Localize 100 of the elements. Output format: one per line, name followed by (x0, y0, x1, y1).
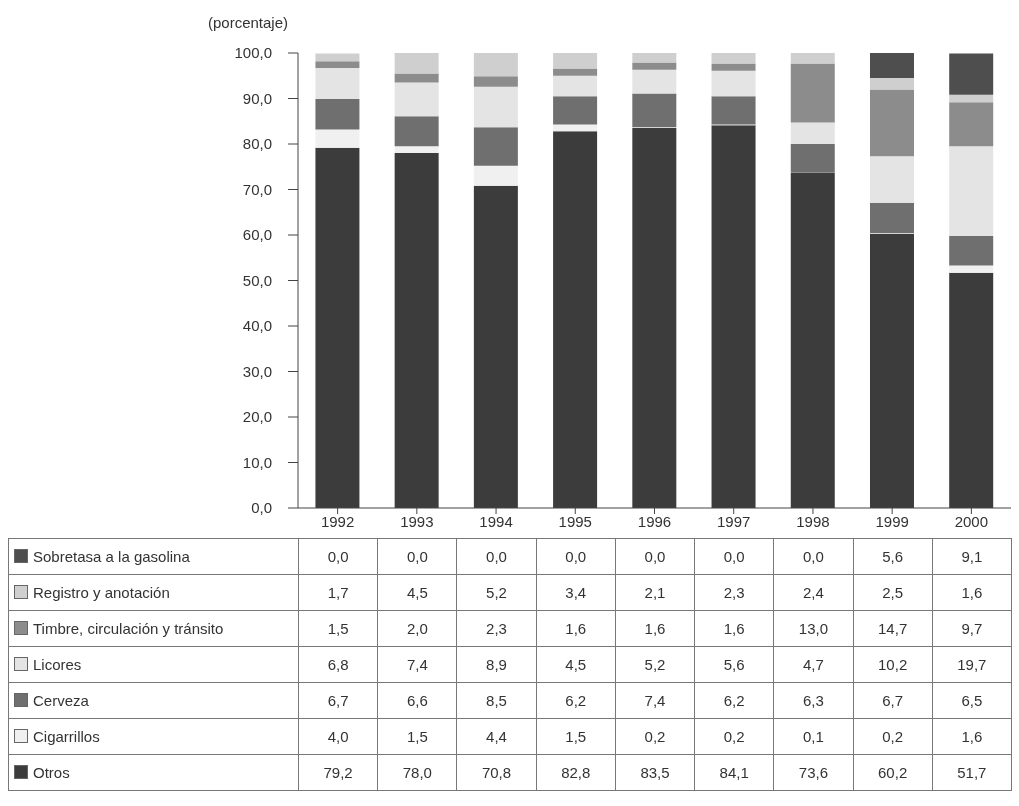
bar (949, 146, 994, 236)
data-label: 6,8 (298, 646, 378, 683)
bar (473, 165, 518, 186)
bar (790, 63, 835, 123)
data-label: 0,0 (377, 538, 457, 575)
y-tick-label: 10,0 (242, 453, 272, 471)
data-label: 60,2 (853, 754, 933, 791)
data-label: 6,3 (773, 682, 854, 719)
data-label: 2,1 (615, 574, 695, 611)
y-tick-label: 20,0 (242, 408, 272, 426)
bar (869, 89, 914, 157)
data-label: 1,6 (615, 610, 695, 647)
data-label: 8,9 (456, 646, 537, 683)
bar (473, 76, 518, 87)
data-label: 51,7 (932, 754, 1012, 791)
data-label: 6,5 (932, 682, 1012, 719)
legend-label: Otros (8, 754, 299, 791)
y-axis-title: (porcentaje) (207, 13, 290, 33)
bar (394, 146, 439, 154)
data-label: 0,0 (773, 538, 854, 575)
bar (473, 86, 518, 128)
bar (869, 156, 914, 203)
y-tick-label: 90,0 (242, 89, 272, 107)
data-label: 1,7 (298, 574, 378, 611)
legend-label: Registro y anotación (8, 574, 299, 611)
bar (315, 68, 360, 99)
data-label: 84,1 (694, 754, 774, 791)
data-label: 83,5 (615, 754, 695, 791)
legend-label: Sobretasa a la gasolina (8, 538, 299, 575)
data-label: 5,6 (853, 538, 933, 575)
data-label: 78,0 (377, 754, 457, 791)
y-tick-label: 100,0 (234, 44, 272, 62)
legend-label: Cerveza (8, 682, 299, 719)
bar (473, 53, 518, 77)
y-tick-label: 0,0 (251, 499, 272, 517)
bar (394, 82, 439, 117)
data-label: 10,2 (853, 646, 933, 683)
data-label: 6,7 (298, 682, 378, 719)
bar (790, 144, 835, 173)
legend-label: Timbre, circulación y tránsito (8, 610, 299, 647)
x-tick-label: 1996 (637, 512, 672, 530)
x-tick-label: 1994 (479, 512, 513, 530)
bar (949, 94, 994, 103)
bar (553, 68, 598, 76)
x-tick-label: 1998 (796, 512, 830, 530)
x-tick-label: 2000 (954, 512, 989, 530)
bar (711, 63, 756, 71)
data-label: 7,4 (377, 646, 457, 683)
data-label: 14,7 (853, 610, 933, 647)
data-label: 3,4 (536, 574, 616, 611)
data-label: 4,5 (536, 646, 616, 683)
data-label: 1,5 (536, 718, 616, 755)
data-label: 2,3 (456, 610, 537, 647)
data-label: 6,2 (694, 682, 774, 719)
bar (394, 73, 439, 83)
bar (869, 53, 914, 79)
bar (394, 116, 439, 147)
data-label: 2,3 (694, 574, 774, 611)
data-label: 5,2 (456, 574, 537, 611)
bar (553, 75, 598, 97)
data-label: 0,0 (694, 538, 774, 575)
data-label: 0,2 (853, 718, 933, 755)
data-label: 0,1 (773, 718, 854, 755)
bar (869, 78, 914, 90)
data-label: 2,5 (853, 574, 933, 611)
bar (949, 235, 994, 266)
bar (632, 62, 677, 70)
data-label: 0,0 (456, 538, 537, 575)
bar (553, 124, 598, 132)
x-tick-label: 1992 (320, 512, 355, 530)
bar (315, 53, 360, 62)
data-label: 5,2 (615, 646, 695, 683)
data-label: 0,2 (694, 718, 774, 755)
data-label: 2,4 (773, 574, 854, 611)
data-label: 4,0 (298, 718, 378, 755)
bar (394, 53, 439, 74)
bar (949, 53, 994, 95)
data-label: 0,2 (615, 718, 695, 755)
data-label: 73,6 (773, 754, 854, 791)
data-label: 1,6 (694, 610, 774, 647)
data-label: 6,7 (853, 682, 933, 719)
bar (949, 265, 994, 273)
x-tick-label: 1997 (717, 512, 751, 530)
bar (473, 127, 518, 166)
bar (949, 102, 994, 147)
data-label: 2,0 (377, 610, 457, 647)
data-label: 1,6 (932, 718, 1012, 755)
bar (553, 53, 598, 69)
data-label: 1,5 (377, 718, 457, 755)
data-label: 5,6 (694, 646, 774, 683)
data-label: 4,4 (456, 718, 537, 755)
data-label: 7,4 (615, 682, 695, 719)
bar (315, 61, 360, 69)
y-tick-label: 30,0 (242, 362, 272, 380)
bar (632, 93, 677, 128)
data-label: 0,0 (298, 538, 378, 575)
data-label: 1,6 (932, 574, 1012, 611)
data-label: 6,2 (536, 682, 616, 719)
data-label: 13,0 (773, 610, 854, 647)
data-label: 8,5 (456, 682, 537, 719)
